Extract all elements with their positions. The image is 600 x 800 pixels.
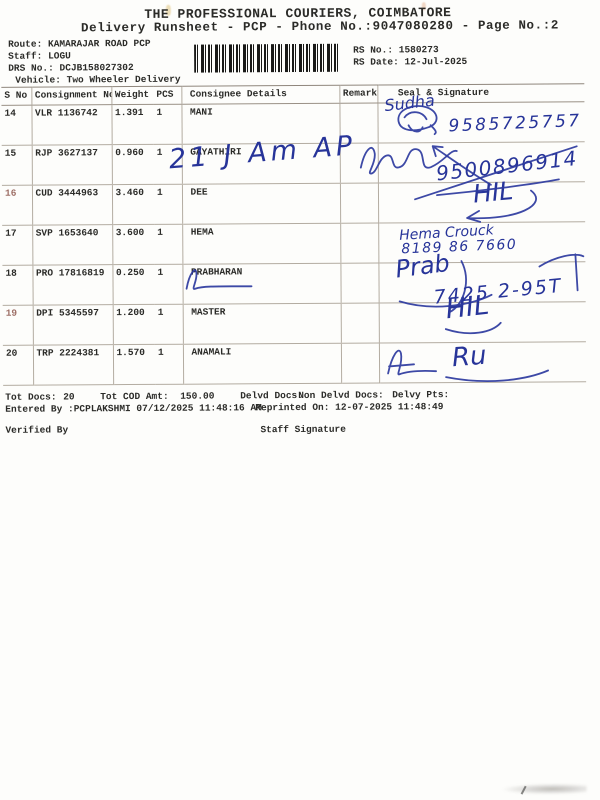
drs-label: DRS No.: <box>8 62 54 74</box>
delvd-docs-label: Delvd Docs: <box>240 389 303 402</box>
cell-sno: 14 <box>1 105 32 146</box>
handwritten-initials-row16: HIL <box>471 176 515 209</box>
cell-pcs: 1 <box>154 224 183 265</box>
rs-date-value: 12-Jul-2025 <box>404 55 468 68</box>
tot-docs-label: Tot Docs: <box>5 391 57 403</box>
drs-value: DCJB158027302 <box>59 62 134 74</box>
cell-pcs: 1 <box>154 344 184 385</box>
route-value: KAMARAJAR ROAD PCP <box>47 37 151 50</box>
cell-pcs: 1 <box>154 304 183 345</box>
rs-no-label: RS No.: <box>353 44 394 56</box>
col-header-consignment: Consignment No <box>31 86 112 106</box>
cell-sno: 19 <box>2 305 33 346</box>
staff-value: LOGU <box>48 50 71 62</box>
cell-consignment: TRP 2224381 <box>32 344 114 386</box>
cell-consignment: SVP 1653640 <box>32 224 113 266</box>
rs-no-value: 1580273 <box>398 44 439 56</box>
cell-consignee: MASTER <box>182 303 341 345</box>
delvy-pts-label: Delvy Pts: <box>392 389 450 401</box>
runsheet-subtitle: Delivery Runsheet - PCP - Phone No.:9047… <box>80 18 559 36</box>
staff-line: Staff: LOGU <box>8 50 71 61</box>
verified-by-label: Verified By <box>5 424 69 436</box>
cell-weight: 0.250 <box>112 264 155 305</box>
cell-consignment: RJP 3627137 <box>31 144 112 186</box>
cell-sno: 15 <box>1 145 32 186</box>
handwritten-initials-row19: HIL <box>444 289 491 326</box>
cell-sno: 16 <box>1 185 33 226</box>
cell-remarks <box>340 343 380 384</box>
cell-pcs: 1 <box>153 184 183 225</box>
rs-no-line: RS No.: 1580273 <box>353 44 439 56</box>
table-row: 19 DPI 5345597 1.200 1 MASTER <box>2 301 586 346</box>
drs-line: DRS No.: DCJB158027302 <box>8 62 134 74</box>
cell-remarks <box>340 303 379 344</box>
cell-weight: 3.600 <box>112 224 155 265</box>
cell-pcs: 1 <box>153 104 182 145</box>
cell-sno: 18 <box>2 265 33 306</box>
cell-consignee: DEE <box>181 183 341 225</box>
cell-remarks <box>340 263 379 304</box>
cell-consignment: DPI 5345597 <box>32 304 113 346</box>
scan-smudge <box>500 783 587 795</box>
col-header-weight: Weight <box>111 86 154 105</box>
cell-remarks <box>340 223 379 264</box>
col-header-remarks: Remarks <box>339 85 378 104</box>
col-header-pcs: PCS <box>153 86 182 105</box>
cell-weight: 0.960 <box>111 144 154 185</box>
cell-remarks <box>339 183 379 224</box>
cell-weight: 3.460 <box>111 184 155 225</box>
cell-consignment: PRO 17816819 <box>32 264 113 306</box>
route-line: Route: KAMARAJAR ROAD PCP <box>8 38 151 50</box>
handwritten-initials-row20: Ru <box>450 340 488 374</box>
cell-consignment: CUD 3444963 <box>31 184 113 226</box>
rs-date-line: RS Date: 12-Jul-2025 <box>353 56 467 68</box>
route-label: Route: <box>8 38 43 50</box>
cell-consignee: HEMA <box>182 223 341 265</box>
cell-weight: 1.570 <box>112 344 156 385</box>
table-row: 20 TRP 2224381 1.570 1 ANAMALI <box>2 341 587 386</box>
cell-pcs: 1 <box>154 264 183 305</box>
tot-cod-label: Tot COD Amt: <box>100 390 169 403</box>
vehicle-label: Vehicle: <box>15 74 61 86</box>
tot-cod-value: 150.00 <box>180 390 215 402</box>
cell-sno: 17 <box>2 225 33 266</box>
rs-date-label: RS Date: <box>353 56 399 68</box>
non-delvd-docs-label: Non Delvd Docs: <box>298 389 384 402</box>
vehicle-line: Vehicle: Two Wheeler Delivery <box>15 74 180 86</box>
cell-weight: 1.391 <box>111 104 154 145</box>
entered-by-line: Entered By :PCPLAKSHMI 07/12/2025 11:48:… <box>5 402 262 415</box>
reprinted-on-line: Reprinted On: 12-07-2025 11:48:49 <box>255 401 444 414</box>
staff-signature-label: Staff Signature <box>260 423 346 436</box>
staff-label: Staff: <box>8 50 43 62</box>
cell-consignee: PRABHARAN <box>182 263 341 305</box>
barcode <box>194 43 341 73</box>
vehicle-value: Two Wheeler Delivery <box>66 73 181 86</box>
cell-weight: 1.200 <box>112 304 155 345</box>
cell-consignment: VLR 1136742 <box>31 104 112 146</box>
col-header-sno: S No <box>1 87 32 106</box>
cell-sno: 20 <box>2 345 34 386</box>
col-header-consignee: Consignee Details <box>181 85 340 105</box>
cell-consignee: ANAMALI <box>182 343 342 385</box>
handwritten-scrawl-row18: Prab <box>393 248 452 284</box>
tot-docs-value: 20 <box>63 391 75 403</box>
